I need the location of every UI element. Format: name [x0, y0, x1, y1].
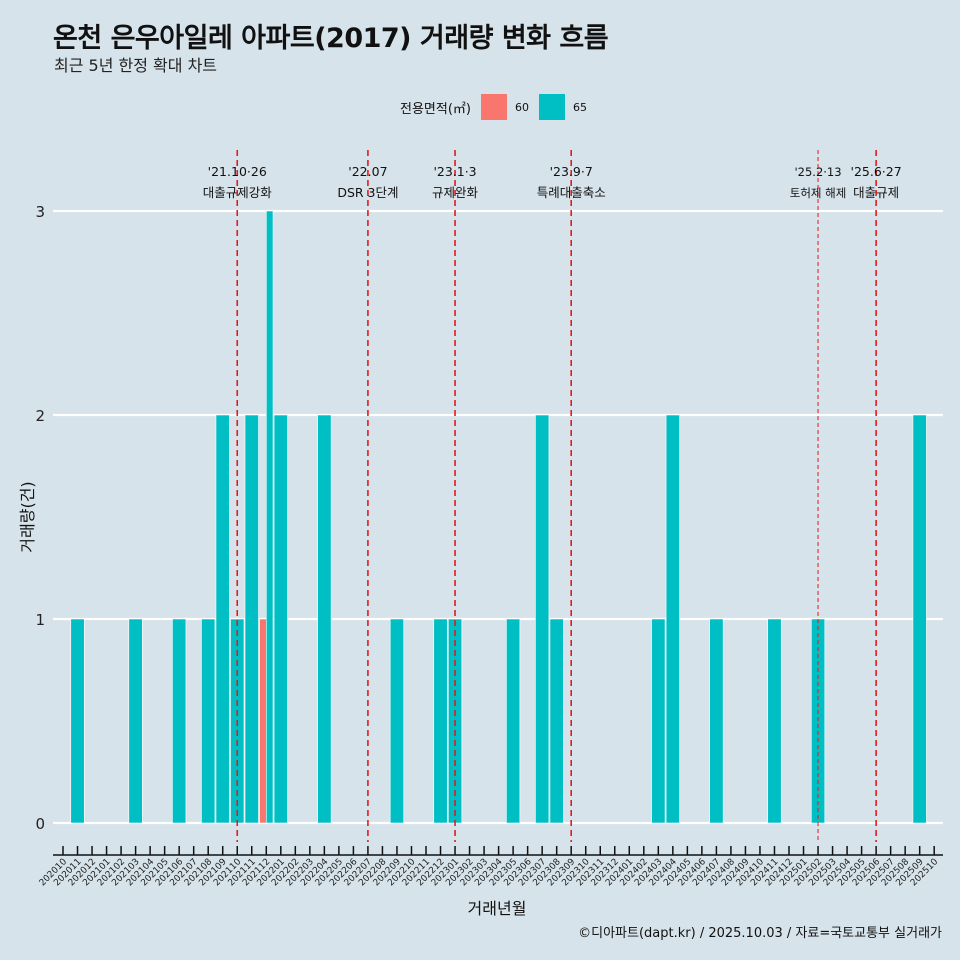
annotation-date-202309: '23.9·7 [550, 164, 593, 179]
legend-label-65: 65 [572, 100, 587, 114]
bar-65-202407 [709, 618, 724, 824]
annotation-label-202309: 특례대출축소 [537, 185, 606, 200]
legend-title: 전용면적(㎡) [400, 101, 471, 117]
annotation-label-202207: DSR 3단계 [337, 185, 398, 200]
annotations: '21.10·26 대출규제강화 '22.07 DSR 3단계 '23.1·3 규제완화 '… [203, 150, 902, 842]
bar-65-202108 [201, 618, 216, 824]
y-tick-label: 2 [35, 407, 45, 425]
bar-65-202112 [265, 210, 274, 824]
y-tick-label: 3 [35, 203, 45, 221]
bar-65-202411 [767, 618, 782, 824]
legend-key-65 [538, 94, 565, 120]
legend-key-60 [480, 94, 507, 120]
gridlines [53, 209, 943, 825]
annotation-date-202502: '25.2·13 [795, 165, 842, 179]
chart-subtitle: 최근 5년 한정 확대 차트 [54, 56, 218, 75]
bar-60-202112 [259, 618, 267, 824]
bar-65-202106 [172, 618, 187, 824]
bar-65-202403 [651, 618, 666, 824]
y-tick-label: 1 [35, 611, 45, 629]
annotation-label-202301: 규제완화 [432, 185, 479, 200]
bar-65-202308 [549, 618, 564, 824]
bar-65-202103 [128, 618, 143, 824]
bar-65-202212 [433, 618, 448, 824]
x-axis-title: 거래년월 [468, 899, 527, 918]
annotation-label-202502: 토허제 해제 [790, 186, 847, 200]
legend-label-60: 60 [514, 100, 529, 114]
bar-65-202305 [506, 618, 521, 824]
bar-65-202111 [244, 414, 259, 824]
annotation-date-202506: '25.6·27 [851, 164, 902, 179]
bar-65-202011 [70, 618, 85, 824]
annotation-date-202207: '22.07 [348, 164, 387, 179]
y-axis-title: 거래량(건) [18, 481, 37, 552]
bar-65-202307 [535, 414, 550, 824]
bar-65-202201 [273, 414, 288, 824]
annotation-date-202110: '21.10·26 [208, 164, 267, 179]
bar-65-202204 [317, 414, 332, 824]
bar-65-202404 [665, 414, 680, 824]
bars [70, 210, 927, 824]
caption: ©디아파트(dapt.kr) / 2025.10.03 / 자료=국토교통부 실… [578, 926, 942, 941]
annotation-label-202506: 대출규제 [853, 185, 899, 200]
bar-65-202209 [389, 618, 405, 824]
bar-65-202109 [215, 414, 230, 824]
y-axis: 0 1 2 3 [35, 203, 45, 833]
annotation-date-202301: '23.1·3 [433, 164, 476, 179]
x-axis: 2020102020112020122021012021022021032021… [38, 846, 943, 888]
chart-title: 온천 은우아일레 아파트(2017) 거래량 변화 흐름 [53, 23, 609, 54]
bar-65-202509 [912, 414, 927, 824]
y-tick-label: 0 [35, 815, 45, 833]
annotation-label-202110: 대출규제강화 [203, 185, 273, 200]
legend: 전용면적(㎡) 60 65 [400, 93, 597, 121]
